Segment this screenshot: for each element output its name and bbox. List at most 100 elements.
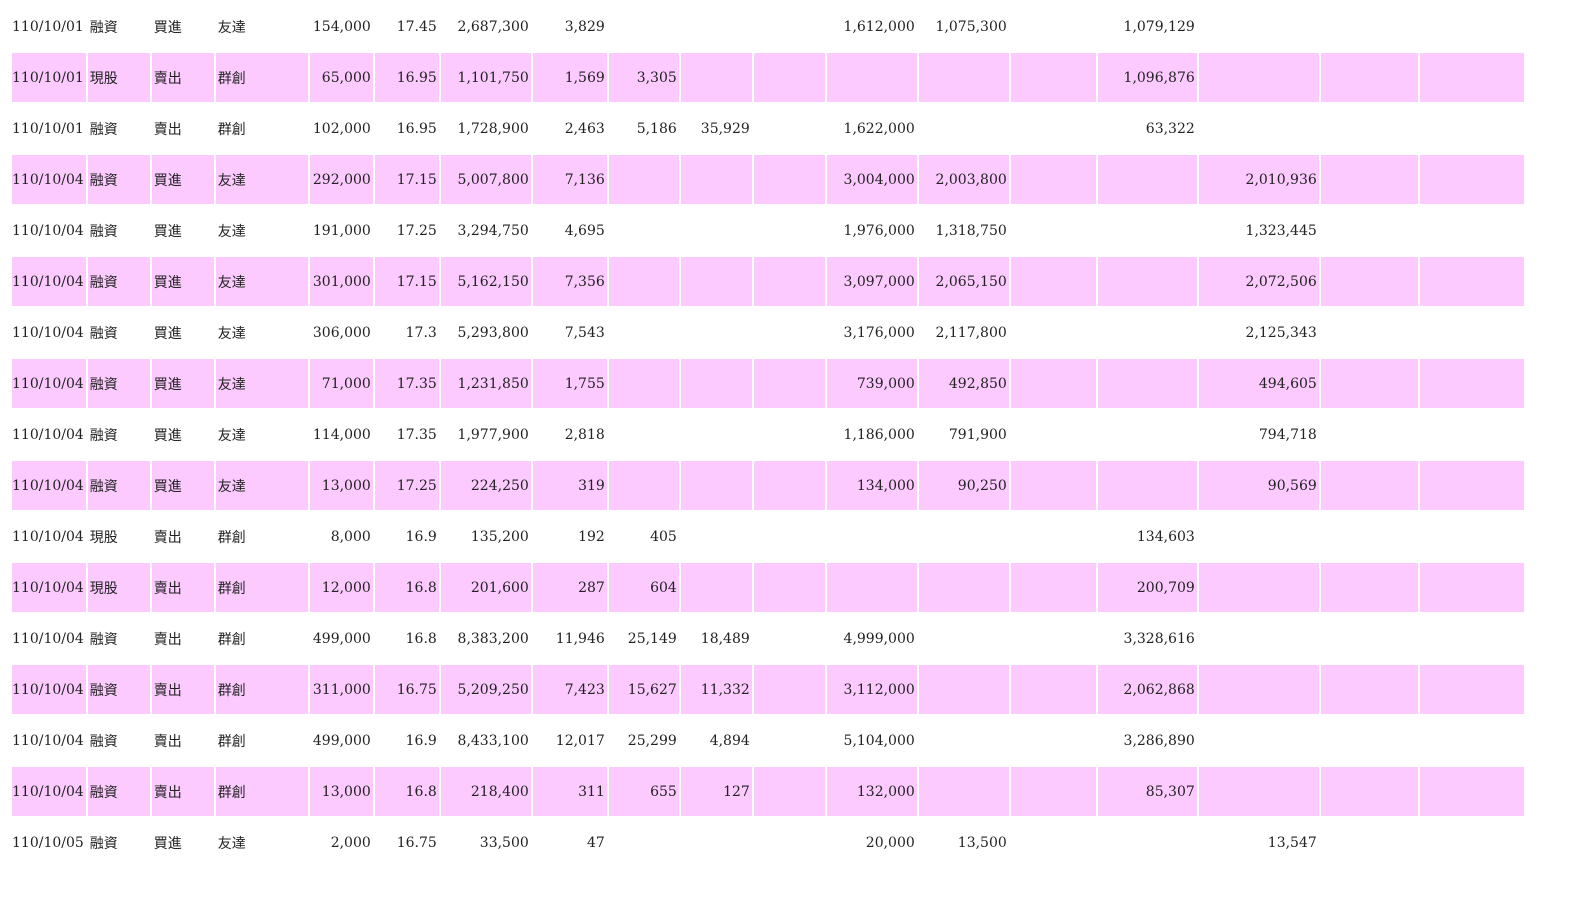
cell-stock-name: 群創 — [215, 53, 308, 102]
cell-stock-name: 群創 — [215, 563, 308, 612]
cell-financing-amount: 132,000 — [826, 767, 917, 816]
cell-col-10: 18,489 — [700, 630, 750, 647]
cell-amount: 1,101,750 — [440, 53, 531, 102]
cell-col-11 — [753, 665, 825, 714]
cell-fee: 4,695 — [564, 222, 605, 239]
cell-fee: 319 — [532, 461, 607, 510]
cell-col-11 — [754, 308, 825, 357]
cell-col-11 — [753, 257, 825, 306]
cell-stock-name: 友達 — [217, 325, 246, 342]
cell-trade-side: 買進 — [151, 359, 214, 408]
cell-quantity: 8,000 — [330, 528, 371, 545]
cell-col-17 — [1321, 308, 1418, 357]
cell-trade-date: 110/10/04 — [12, 665, 86, 714]
table-row: 110/10/04 融資 賣出 群創 499,000 16.8 8,383,200 11,94… — [12, 614, 1524, 663]
cell-financing-amount: 1,622,000 — [843, 120, 915, 137]
cell-col-16 — [1198, 767, 1319, 816]
cell-financing-amount: 739,000 — [826, 359, 917, 408]
cell-tax — [608, 257, 679, 306]
cell-col-11 — [754, 614, 825, 663]
cell-col-11 — [753, 461, 825, 510]
cell-financing-amount: 4,999,000 — [843, 630, 915, 647]
cell-col-17 — [1320, 155, 1418, 204]
cell-col-17 — [1321, 410, 1418, 459]
cell-trade-side: 賣出 — [151, 665, 214, 714]
cell-stock-name: 友達 — [217, 223, 246, 240]
table-row: 110/10/04 融資 賣出 群創 311,000 16.75 5,209,250 7,42… — [12, 665, 1524, 714]
cell-col-18 — [1420, 512, 1524, 561]
cell-tax — [608, 461, 679, 510]
cell-own-funds — [918, 767, 1009, 816]
cell-trade-date: 110/10/04 — [12, 767, 86, 816]
cell-price: 16.8 — [374, 563, 439, 612]
cell-col-16 — [1199, 512, 1319, 561]
cell-amount: 8,383,200 — [457, 630, 529, 647]
cell-col-18 — [1420, 2, 1524, 51]
cell-col-17 — [1320, 461, 1418, 510]
cell-trade-date: 110/10/04 — [12, 155, 86, 204]
cell-own-funds: 13,500 — [957, 834, 1007, 851]
cell-trade-date: 110/10/01 — [12, 18, 84, 35]
cell-col-10 — [680, 563, 752, 612]
cell-trade-side: 賣出 — [151, 563, 214, 612]
cell-col-16: 90,569 — [1198, 461, 1319, 510]
cell-financing-amount: 134,000 — [826, 461, 917, 510]
cell-amount: 33,500 — [479, 834, 529, 851]
cell-stock-name: 群創 — [217, 121, 246, 138]
cell-trade-date: 110/10/04 — [12, 461, 86, 510]
cell-tax: 405 — [650, 528, 677, 545]
cell-col-18 — [1420, 410, 1524, 459]
cell-own-funds: 791,900 — [948, 426, 1007, 443]
cell-tax: 5,186 — [636, 120, 677, 137]
cell-trade-category: 融資 — [89, 223, 118, 240]
cell-amount: 218,400 — [440, 767, 531, 816]
cell-col-10: 11,332 — [680, 665, 752, 714]
cell-amount: 8,433,100 — [457, 732, 529, 749]
cell-price: 16.95 — [374, 53, 439, 102]
table-row: 110/10/04 融資 買進 友達 191,000 17.25 3,294,750 4,69… — [12, 206, 1524, 255]
cell-fee: 192 — [578, 528, 605, 545]
cell-price: 16.95 — [396, 120, 437, 137]
table-body: 110/10/01 融資 買進 友達 154,000 17.45 2,687,300 3,82… — [12, 2, 1524, 867]
table-row: 110/10/01 融資 賣出 群創 102,000 16.95 1,728,900 2,46… — [12, 104, 1524, 153]
cell-tax: 15,627 — [608, 665, 679, 714]
cell-col-17 — [1321, 104, 1418, 153]
cell-col-17 — [1321, 614, 1418, 663]
cell-trade-category: 現股 — [87, 563, 150, 612]
cell-col-10 — [680, 155, 752, 204]
cell-trade-date: 110/10/01 — [12, 53, 86, 102]
cell-financing-amount: 1,186,000 — [843, 426, 915, 443]
cell-price: 17.35 — [396, 426, 437, 443]
cell-col-15: 3,328,616 — [1123, 630, 1195, 647]
cell-col-14 — [1011, 410, 1096, 459]
cell-col-18 — [1419, 257, 1524, 306]
cell-trade-category: 融資 — [89, 733, 118, 750]
cell-col-16: 494,605 — [1198, 359, 1319, 408]
cell-trade-side: 賣出 — [153, 733, 182, 750]
cell-trade-category: 融資 — [89, 631, 118, 648]
cell-tax — [609, 308, 679, 357]
cell-own-funds: 492,850 — [918, 359, 1009, 408]
cell-quantity: 102,000 — [312, 120, 371, 137]
cell-fee: 1,569 — [532, 53, 607, 102]
cell-quantity: 13,000 — [309, 461, 373, 510]
cell-quantity: 311,000 — [309, 665, 373, 714]
cell-trade-category: 融資 — [87, 257, 150, 306]
cell-own-funds: 2,065,150 — [918, 257, 1009, 306]
cell-col-14 — [1010, 53, 1096, 102]
cell-quantity: 13,000 — [309, 767, 373, 816]
cell-col-14 — [1011, 2, 1096, 51]
cell-trade-date: 110/10/04 — [12, 528, 84, 545]
cell-stock-name: 群創 — [217, 631, 246, 648]
cell-col-17 — [1321, 818, 1418, 867]
cell-col-15: 85,307 — [1097, 767, 1197, 816]
cell-financing-amount: 20,000 — [865, 834, 915, 851]
cell-col-18 — [1419, 767, 1524, 816]
cell-col-11 — [754, 206, 825, 255]
cell-col-11 — [754, 716, 825, 765]
cell-financing-amount: 3,097,000 — [826, 257, 917, 306]
table-row: 110/10/04 融資 買進 友達 306,000 17.3 5,293,800 7,543… — [12, 308, 1524, 357]
cell-fee: 11,946 — [555, 630, 605, 647]
table-row: 110/10/04 現股 賣出 群創 8,000 16.9 135,200 192 405 134… — [12, 512, 1524, 561]
cell-trade-date: 110/10/04 — [12, 563, 86, 612]
